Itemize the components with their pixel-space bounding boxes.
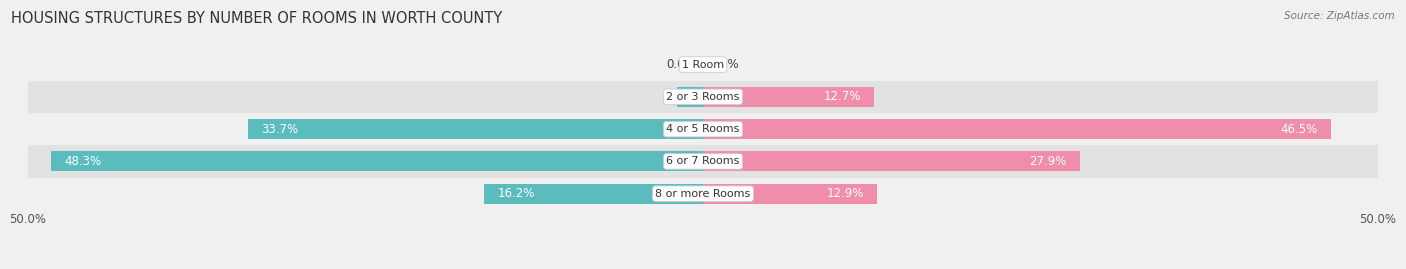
Bar bbox=[28, 113, 1378, 145]
Text: 0.0%: 0.0% bbox=[710, 58, 740, 71]
Bar bbox=[247, 119, 703, 139]
Bar bbox=[703, 184, 877, 204]
Text: 2 or 3 Rooms: 2 or 3 Rooms bbox=[666, 92, 740, 102]
Text: 6 or 7 Rooms: 6 or 7 Rooms bbox=[666, 156, 740, 167]
Text: 27.9%: 27.9% bbox=[1029, 155, 1066, 168]
Bar bbox=[703, 119, 1330, 139]
Bar bbox=[703, 87, 875, 107]
Bar bbox=[51, 151, 703, 171]
Bar bbox=[28, 48, 1378, 81]
Legend: Owner-occupied, Renter-occupied: Owner-occupied, Renter-occupied bbox=[576, 266, 830, 269]
Bar bbox=[703, 151, 1080, 171]
Bar bbox=[678, 87, 703, 107]
Text: 12.7%: 12.7% bbox=[824, 90, 860, 103]
Text: 1 Room: 1 Room bbox=[682, 59, 724, 70]
Text: 33.7%: 33.7% bbox=[262, 123, 298, 136]
Text: 4 or 5 Rooms: 4 or 5 Rooms bbox=[666, 124, 740, 134]
Bar bbox=[28, 178, 1378, 210]
Bar bbox=[28, 145, 1378, 178]
Text: HOUSING STRUCTURES BY NUMBER OF ROOMS IN WORTH COUNTY: HOUSING STRUCTURES BY NUMBER OF ROOMS IN… bbox=[11, 11, 502, 26]
Text: 8 or more Rooms: 8 or more Rooms bbox=[655, 189, 751, 199]
Text: 16.2%: 16.2% bbox=[498, 187, 536, 200]
Text: 46.5%: 46.5% bbox=[1279, 123, 1317, 136]
Text: 0.0%: 0.0% bbox=[666, 58, 696, 71]
Bar bbox=[28, 81, 1378, 113]
Text: Source: ZipAtlas.com: Source: ZipAtlas.com bbox=[1284, 11, 1395, 21]
Text: 12.9%: 12.9% bbox=[827, 187, 863, 200]
Text: 1.9%: 1.9% bbox=[662, 90, 692, 103]
Text: 48.3%: 48.3% bbox=[65, 155, 101, 168]
Bar bbox=[484, 184, 703, 204]
